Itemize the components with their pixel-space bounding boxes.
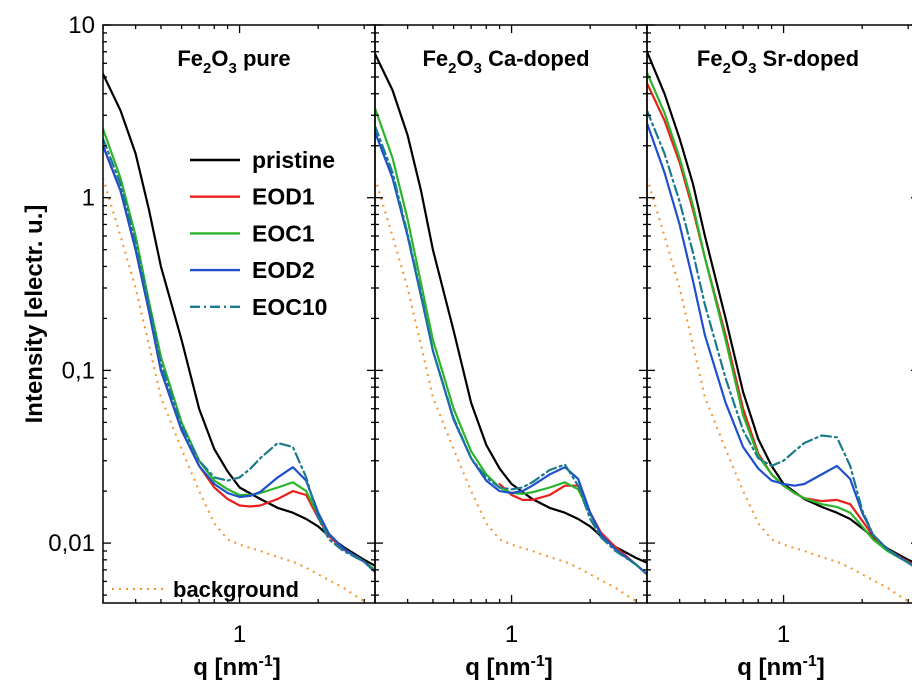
legend-label-eod1: EOD1 <box>252 184 315 210</box>
y-tick-label: 0,01 <box>48 530 95 557</box>
x-axis-label: q [nm-1] <box>737 653 825 681</box>
legend-label-eoc1: EOC1 <box>252 220 315 246</box>
panel-3: 1 q [nm-1] Fe2O3 Sr-doped <box>646 24 912 681</box>
panels: 1 q [nm-1] Fe2O3 pure 10 1 0,1 0,01 pristine EOD… <box>48 12 912 681</box>
panel-frame <box>102 24 376 604</box>
y-tick-label: 10 <box>68 12 95 39</box>
series-line-background <box>103 177 368 603</box>
series-line-pristine <box>647 50 912 563</box>
x-tick-label: 1 <box>777 621 790 648</box>
series-line-eod2 <box>103 144 375 574</box>
series-line-pristine <box>375 52 647 564</box>
y-tick-label: 0,1 <box>62 357 95 384</box>
series-line-background <box>647 177 912 603</box>
x-ticks <box>646 25 909 603</box>
y-ticks <box>375 24 647 596</box>
series-line-background <box>375 177 640 603</box>
series-line-eoc1 <box>647 71 912 567</box>
series-line-eoc10 <box>103 137 375 574</box>
plot-area <box>647 50 912 603</box>
panel-frame <box>374 24 648 604</box>
x-axis-label: q [nm-1] <box>193 653 281 681</box>
panel-frame <box>646 24 912 604</box>
series-line-eod1 <box>498 482 647 576</box>
y-axis-label-text: Intensity [electr. u.] <box>21 205 48 424</box>
legend: pristine EOD1 EOC1 EOD2 EOC10 <box>190 147 335 320</box>
series-line-eod2 <box>375 130 647 576</box>
x-tick-label: 1 <box>505 621 518 648</box>
y-ticks <box>103 24 375 596</box>
series-line-eoc1 <box>103 127 375 572</box>
x-ticks <box>374 25 637 603</box>
series-line-eoc1 <box>375 107 647 576</box>
plot-area <box>375 52 647 603</box>
x-axis-label: q [nm-1] <box>465 653 553 681</box>
series-line-eoc10 <box>375 124 647 576</box>
y-axis-label: Intensity [electr. u.] <box>21 205 48 424</box>
y-tick-label: 1 <box>82 185 95 212</box>
series-line-eod1 <box>103 144 375 572</box>
series-line-eod1 <box>647 82 912 566</box>
x-tick-label: 1 <box>233 621 246 648</box>
panel-1: 1 q [nm-1] Fe2O3 pure 10 1 0,1 0,01 pristine EOD… <box>48 12 376 681</box>
plot-area <box>103 72 375 603</box>
x-ticks <box>102 25 365 603</box>
y-ticks <box>647 24 912 596</box>
panel-title: Fe2O3 Sr-doped <box>697 46 859 77</box>
legend-label-pristine: pristine <box>252 147 335 173</box>
background-label: background <box>173 577 299 602</box>
panel-title: Fe2O3 Ca-doped <box>422 46 589 77</box>
legend-label-eod2: EOD2 <box>252 257 315 283</box>
legend-label-eoc10: EOC10 <box>252 294 327 320</box>
panel-2: 1 q [nm-1] Fe2O3 Ca-doped <box>374 24 648 681</box>
series-line-eoc10 <box>647 109 912 567</box>
panel-title: Fe2O3 pure <box>177 46 290 77</box>
